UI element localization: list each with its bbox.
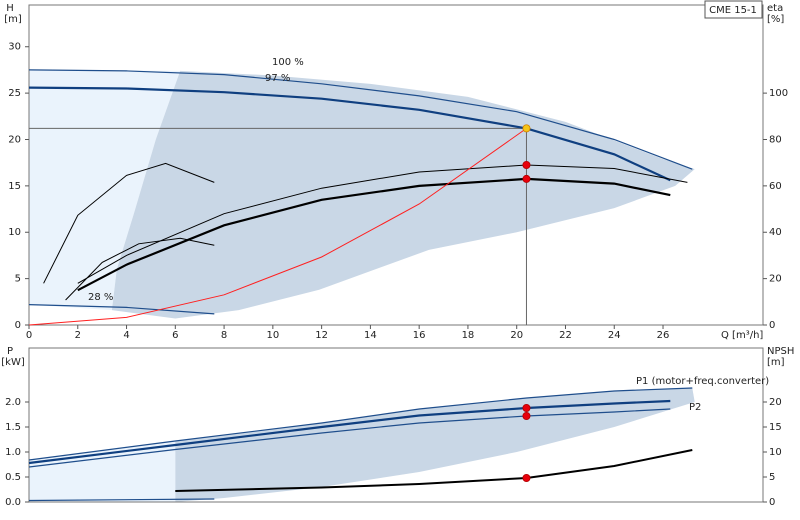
y-tick-label: 30	[8, 42, 21, 53]
y2-axis-unit: [m]	[767, 357, 785, 368]
y2-tick-label: 0	[769, 497, 775, 508]
y2-axis-label: NPSH	[767, 346, 794, 357]
y2-tick-label: 20	[769, 397, 782, 408]
x-tick-label: 2	[75, 330, 81, 341]
y2-axis-label: eta	[767, 3, 783, 14]
y-tick-label: 5	[15, 274, 21, 285]
x-tick-label: 24	[608, 330, 621, 341]
curve	[77, 177, 671, 292]
plot-frame	[28, 4, 764, 326]
curve-label: 97 %	[265, 73, 290, 84]
y-tick-label: 2.0	[5, 397, 21, 408]
y-tick-label: 25	[8, 88, 21, 99]
y-tick-label: 0	[15, 320, 21, 331]
y2-tick-label: 15	[769, 422, 782, 433]
y-axis-label: P	[7, 346, 13, 357]
x-tick-label: 12	[315, 330, 328, 341]
curve	[28, 127, 527, 326]
y-axis-unit: [kW]	[1, 357, 25, 368]
operating-region	[29, 69, 181, 311]
curve	[28, 69, 693, 170]
operating-region	[29, 441, 176, 502]
x-tick-label: 10	[266, 330, 279, 341]
y2-tick-label: 40	[769, 227, 782, 238]
y-tick-label: 1.5	[5, 422, 21, 433]
curve	[28, 498, 215, 502]
x-tick-label: 4	[123, 330, 129, 341]
y-axis-unit: [m]	[4, 14, 22, 25]
curve-label: 100 %	[272, 57, 304, 68]
curve	[175, 449, 693, 492]
x-axis-label: Q [m³/h]	[721, 330, 763, 341]
curve	[28, 399, 671, 465]
y2-tick-label: 5	[769, 472, 775, 483]
x-tick-label: 26	[657, 330, 670, 341]
x-tick-label: 8	[221, 330, 227, 341]
curve	[65, 237, 215, 301]
curve-label: P1 (motor+freq.converter)	[636, 376, 769, 387]
duty-point	[522, 403, 531, 412]
x-tick-label: 22	[559, 330, 572, 341]
curve-label: 28 %	[88, 292, 113, 303]
model-box	[704, 0, 763, 19]
y-tick-label: 20	[8, 134, 21, 145]
y-tick-label: 15	[8, 181, 21, 192]
model-label: CME 15-1	[709, 5, 757, 16]
y-tick-label: 0.0	[5, 497, 21, 508]
y2-axis-unit: [%]	[767, 14, 784, 25]
plot-frame	[28, 347, 764, 503]
duty-point	[522, 473, 531, 482]
duty-point	[522, 174, 531, 183]
operating-region	[175, 388, 695, 502]
y-axis-label: H	[6, 3, 14, 14]
y2-tick-label: 100	[769, 88, 788, 99]
curve	[28, 387, 693, 461]
x-tick-label: 16	[413, 330, 426, 341]
duty-point	[522, 124, 531, 133]
curve	[28, 408, 671, 468]
curve	[28, 86, 671, 182]
y-tick-label: 10	[8, 227, 21, 238]
y-tick-label: 0.5	[5, 472, 21, 483]
y2-tick-label: 80	[769, 134, 782, 145]
y2-tick-label: 10	[769, 447, 782, 458]
duty-point	[522, 411, 531, 420]
y2-tick-label: 60	[769, 181, 782, 192]
y2-tick-label: 0	[769, 320, 775, 331]
x-tick-label: 0	[26, 330, 32, 341]
x-tick-label: 20	[510, 330, 523, 341]
x-tick-label: 6	[172, 330, 178, 341]
curve-label: P2	[689, 402, 701, 413]
y-tick-label: 1.0	[5, 447, 21, 458]
y2-tick-label: 20	[769, 274, 782, 285]
operating-region	[111, 70, 695, 319]
x-tick-label: 14	[364, 330, 377, 341]
curve	[28, 304, 215, 315]
duty-point	[522, 160, 531, 169]
curve	[43, 162, 215, 284]
curve	[77, 164, 688, 284]
x-tick-label: 18	[462, 330, 475, 341]
